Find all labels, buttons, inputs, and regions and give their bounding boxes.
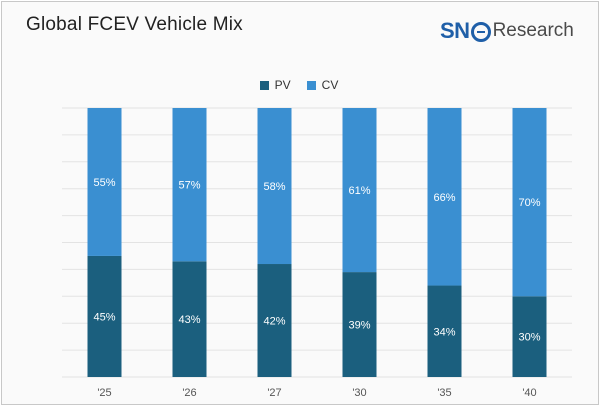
x-tick-label: '35 xyxy=(437,387,451,399)
bar-pv xyxy=(172,261,207,377)
chart-legend: PV CV xyxy=(0,78,598,92)
data-label-cv: 70% xyxy=(518,197,540,209)
data-label-cv: 55% xyxy=(93,177,115,189)
bar-pv xyxy=(87,255,122,377)
bar-cv xyxy=(512,108,547,297)
logo-research-text: Research xyxy=(492,20,574,41)
data-label-cv: 58% xyxy=(263,181,285,193)
bar-cv xyxy=(257,108,292,265)
sne-research-logo: SN Research xyxy=(440,14,574,48)
x-tick-label: '40 xyxy=(522,387,536,399)
data-label-pv: 43% xyxy=(178,314,200,326)
legend-label-pv: PV xyxy=(274,78,291,92)
bar-cv xyxy=(172,108,207,262)
data-label-cv: 57% xyxy=(178,180,200,192)
legend-swatch-pv xyxy=(259,80,269,90)
data-label-pv: 34% xyxy=(433,326,455,338)
x-tick-label: '30 xyxy=(352,387,366,399)
data-label-pv: 30% xyxy=(518,332,540,344)
data-label-pv: 42% xyxy=(263,316,285,328)
bar-pv xyxy=(427,285,462,377)
bar-cv xyxy=(342,108,377,273)
logo-sne-text: SN xyxy=(440,18,470,43)
bar-pv xyxy=(512,296,547,377)
chart-title: Global FCEV Vehicle Mix xyxy=(26,14,243,35)
x-tick-label: '26 xyxy=(182,387,196,399)
logo-ring-icon xyxy=(470,22,491,42)
data-label-pv: 39% xyxy=(348,320,370,332)
data-label-pv: 45% xyxy=(93,311,115,323)
x-tick-label: '27 xyxy=(267,387,281,399)
legend-item-pv: PV xyxy=(259,78,291,92)
bar-pv xyxy=(342,272,377,377)
data-label-cv: 66% xyxy=(433,192,455,204)
bar-cv xyxy=(427,108,462,286)
x-tick-label: '25 xyxy=(97,387,111,399)
data-label-cv: 61% xyxy=(348,185,370,197)
legend-label-cv: CV xyxy=(321,78,339,92)
bar-cv xyxy=(87,108,122,256)
bar-pv xyxy=(257,264,292,377)
legend-item-cv: CV xyxy=(306,78,339,92)
legend-swatch-cv xyxy=(306,80,316,90)
